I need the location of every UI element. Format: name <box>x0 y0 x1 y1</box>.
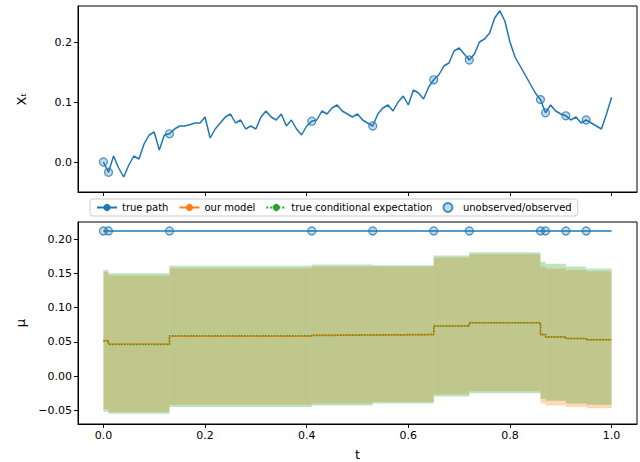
svg-text:0.10: 0.10 <box>48 301 73 314</box>
svg-text:true conditional expectation: true conditional expectation <box>291 202 432 213</box>
svg-text:0.4: 0.4 <box>298 429 316 442</box>
svg-text:1.0: 1.0 <box>603 429 621 442</box>
svg-text:μ: μ <box>13 319 28 327</box>
svg-text:our model: our model <box>204 202 255 213</box>
svg-text:0.2: 0.2 <box>55 36 73 49</box>
svg-text:0.20: 0.20 <box>48 233 73 246</box>
svg-text:0.1: 0.1 <box>55 96 73 109</box>
svg-text:t: t <box>355 447 360 462</box>
svg-text:0.8: 0.8 <box>501 429 518 442</box>
svg-text:0.00: 0.00 <box>48 370 73 383</box>
svg-text:−0.05: −0.05 <box>38 404 72 417</box>
svg-text:0.0: 0.0 <box>95 429 113 442</box>
svg-text:0.15: 0.15 <box>48 267 73 280</box>
svg-text:0.6: 0.6 <box>400 429 418 442</box>
svg-text:true path: true path <box>122 202 168 213</box>
svg-text:0.0: 0.0 <box>55 156 73 169</box>
svg-text:Xₜ: Xₜ <box>14 92 29 105</box>
svg-text:0.05: 0.05 <box>48 335 73 348</box>
svg-text:0.2: 0.2 <box>196 429 214 442</box>
svg-text:unobserved/observed: unobserved/observed <box>463 202 572 213</box>
